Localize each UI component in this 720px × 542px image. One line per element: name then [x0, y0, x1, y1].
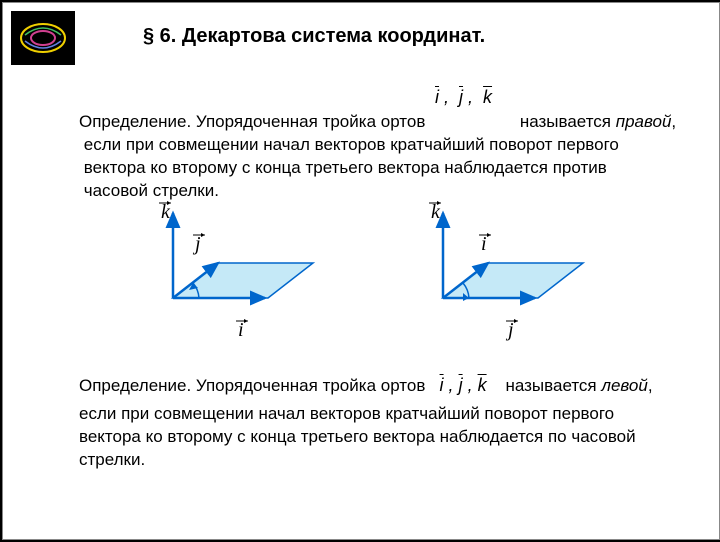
def1-l3: вектора ко второму с конца третьего вект… — [84, 158, 607, 177]
notation-top: i , j , k — [435, 87, 492, 108]
slide-content: § 6. Декартова система координат. i , j … — [2, 2, 720, 540]
definition-left-line1: Определение. Упорядоченная тройка ортов … — [79, 373, 711, 398]
vector-diagrams: k j i k — [103, 198, 623, 353]
def2-l4: стрелки. — [79, 450, 145, 469]
def2-l1b: называется — [505, 376, 601, 395]
torus-icon — [13, 13, 73, 63]
definition-right: Определение. Упорядоченная тройка ортов … — [79, 111, 713, 203]
def2-l3: вектора ко второму с конца третьего вект… — [79, 427, 636, 446]
svg-text:i: i — [238, 319, 244, 341]
def1-l1a: Определение. Упорядоченная тройка ортов — [79, 112, 425, 131]
right-triple-diagram: k j i — [103, 198, 353, 353]
svg-text:i: i — [481, 233, 487, 255]
def1-l1b: называется — [520, 112, 616, 131]
def2-l1d: , — [648, 376, 653, 395]
slide-title: § 6. Декартова система координат. — [143, 25, 485, 48]
svg-text:j: j — [505, 319, 514, 341]
svg-text:k: k — [161, 201, 171, 223]
def2-left-word: левой — [601, 376, 647, 395]
def1-l1d: , — [671, 112, 676, 131]
def1-l4: часовой стрелки. — [84, 181, 219, 200]
def1-right-word: правой — [616, 112, 672, 131]
left-triple-diagram: k i j — [373, 198, 623, 353]
decorative-icon-box — [11, 11, 75, 65]
svg-text:j: j — [192, 233, 201, 255]
def2-l1a: Определение. Упорядоченная тройка ортов — [79, 376, 425, 395]
definition-left-cont: если при совмещении начал векторов кратч… — [79, 403, 711, 472]
def1-l2: если при совмещении начал векторов кратч… — [84, 135, 619, 154]
def2-l2: если при совмещении начал векторов кратч… — [79, 404, 614, 423]
notation-mid: i , j , k — [440, 375, 487, 395]
svg-text:k: k — [431, 201, 441, 223]
